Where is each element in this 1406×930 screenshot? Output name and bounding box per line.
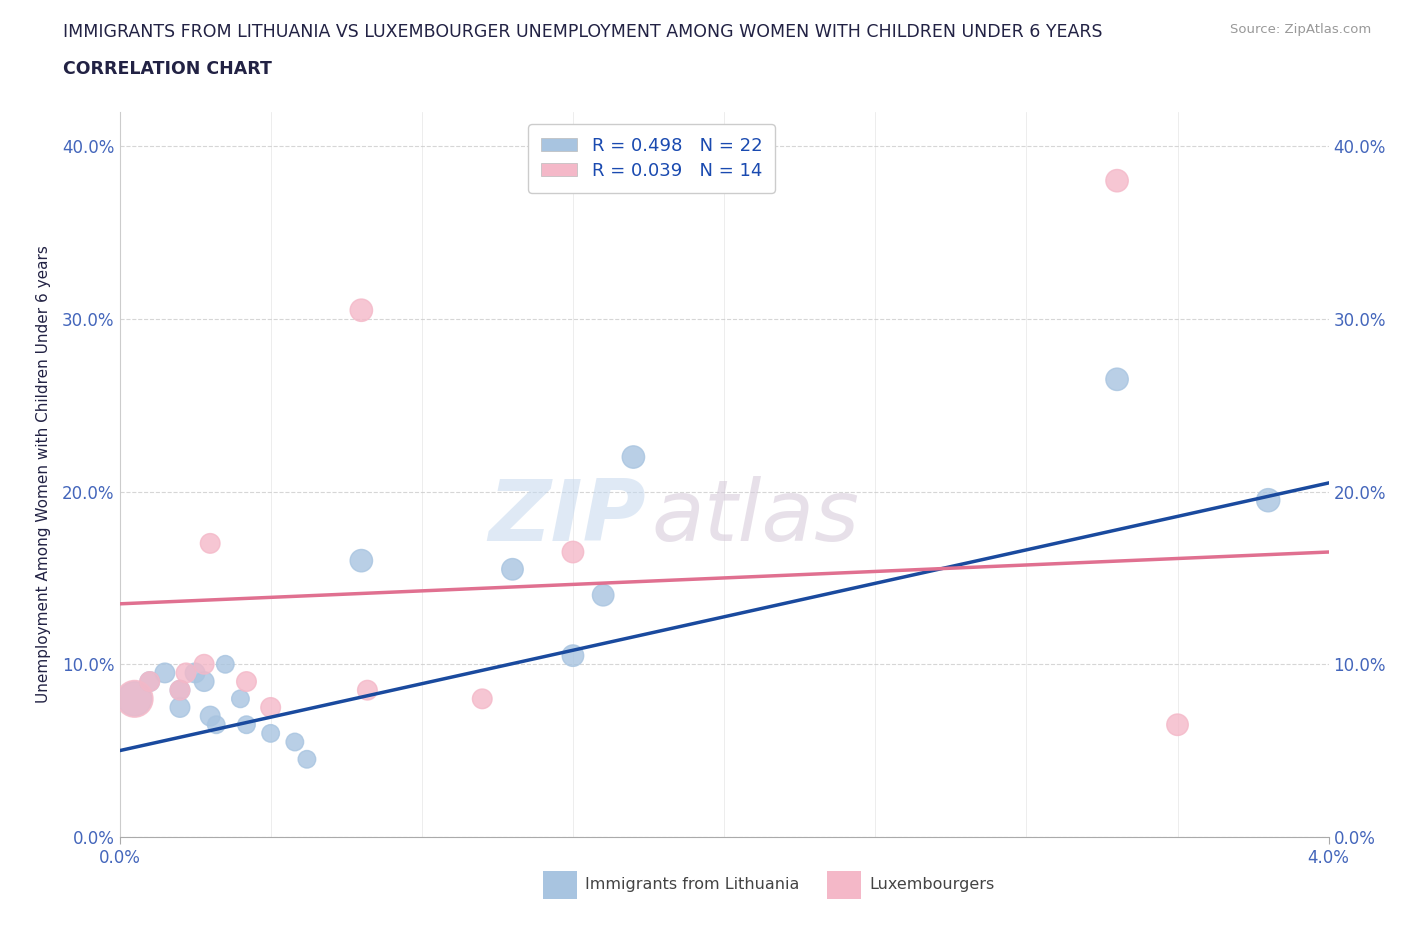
Point (235, 674, 257, 689)
Point (124, 691, 146, 706)
Point (1105, 173, 1128, 188)
FancyBboxPatch shape (543, 871, 576, 898)
Point (501, 562, 523, 577)
Text: CORRELATION CHART: CORRELATION CHART (63, 60, 273, 78)
Point (471, 691, 494, 706)
Point (153, 666, 176, 681)
Text: Source: ZipAtlas.com: Source: ZipAtlas.com (1230, 23, 1371, 36)
Text: ZIP: ZIP (488, 476, 645, 559)
Point (284, 735, 307, 750)
Point (621, 449, 644, 464)
Point (169, 700, 191, 715)
Point (350, 303, 373, 318)
Point (200, 536, 222, 551)
Text: Immigrants from Lithuania: Immigrants from Lithuania (585, 877, 800, 893)
Point (259, 700, 281, 715)
Point (350, 553, 373, 568)
Point (205, 717, 228, 732)
Legend: R = 0.498   N = 22, R = 0.039   N = 14: R = 0.498 N = 22, R = 0.039 N = 14 (529, 125, 775, 193)
Y-axis label: Unemployment Among Women with Children Under 6 years: Unemployment Among Women with Children U… (37, 246, 51, 703)
FancyBboxPatch shape (827, 871, 860, 898)
Text: Luxembourgers: Luxembourgers (869, 877, 994, 893)
Point (1166, 717, 1188, 732)
Point (229, 691, 252, 706)
Point (193, 657, 215, 671)
Point (138, 674, 162, 689)
Point (561, 545, 585, 560)
Point (138, 674, 162, 689)
Point (200, 709, 222, 724)
Point (295, 751, 318, 766)
Point (193, 674, 215, 689)
Point (169, 683, 191, 698)
Point (235, 717, 257, 732)
Point (592, 588, 614, 603)
Point (124, 691, 146, 706)
Point (1105, 372, 1128, 387)
Text: IMMIGRANTS FROM LITHUANIA VS LUXEMBOURGER UNEMPLOYMENT AMONG WOMEN WITH CHILDREN: IMMIGRANTS FROM LITHUANIA VS LUXEMBOURGE… (63, 23, 1102, 41)
Text: atlas: atlas (651, 476, 859, 559)
Point (356, 683, 378, 698)
Point (184, 666, 207, 681)
Point (561, 648, 585, 663)
Point (259, 726, 281, 741)
Point (169, 683, 191, 698)
Point (1257, 493, 1279, 508)
Point (174, 666, 197, 681)
Point (214, 657, 236, 671)
